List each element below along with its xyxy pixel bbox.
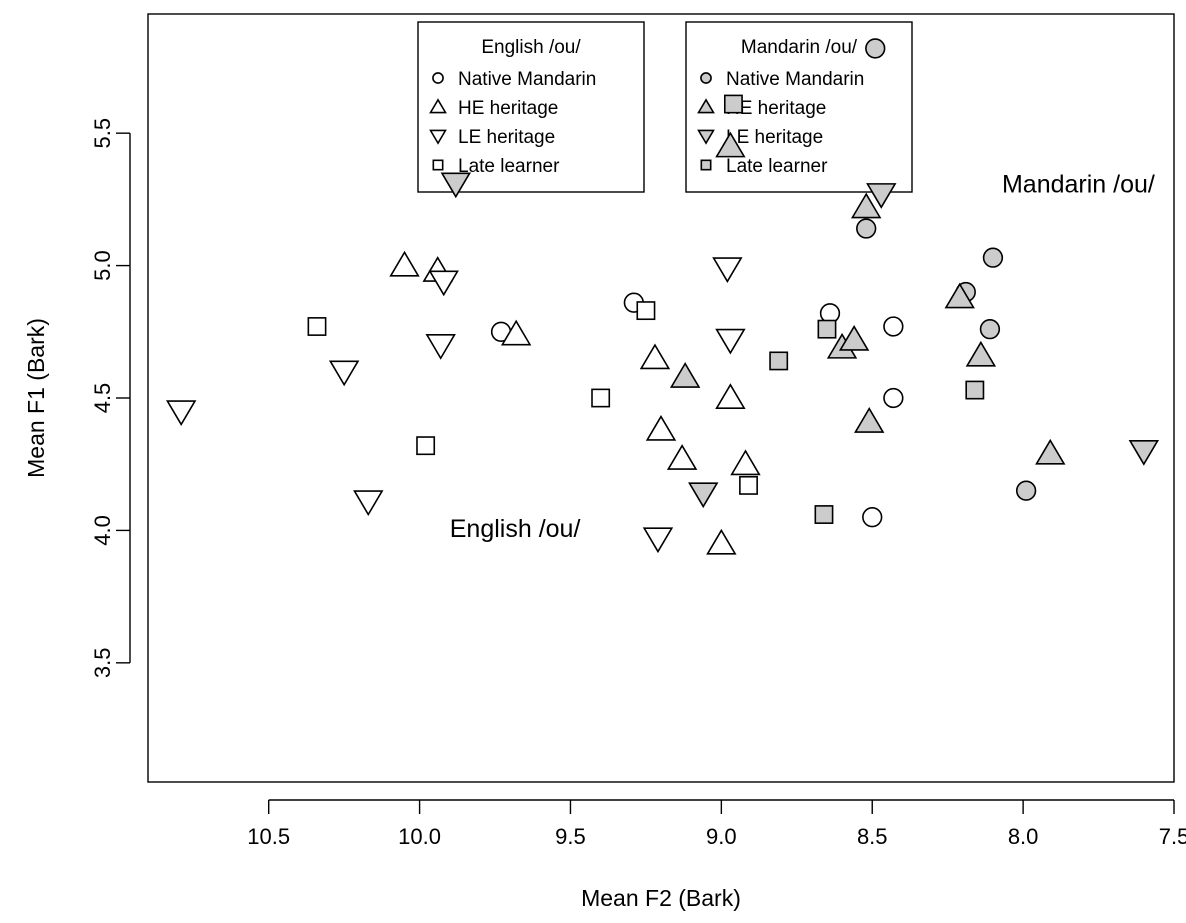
- data-point-triangle-up: [715, 383, 746, 410]
- legend-marker-square: [700, 159, 712, 171]
- data-point-circle: [979, 318, 1001, 340]
- data-point-circle: [982, 247, 1004, 268]
- series-group: [165, 257, 746, 554]
- data-point-triangle-down: [642, 527, 674, 554]
- data-point-triangle-down: [328, 360, 360, 387]
- data-point-circle: [1015, 480, 1037, 501]
- data-point-square: [307, 317, 327, 336]
- y-tick-label: 4.5: [90, 383, 115, 414]
- data-point-triangle-up: [1035, 438, 1066, 465]
- annotation-label: Mandarin /ou/: [1002, 171, 1155, 199]
- data-point-triangle-up: [730, 449, 761, 476]
- data-point-square: [817, 319, 837, 339]
- legend-box: [685, 21, 913, 193]
- data-point-triangle-down: [688, 482, 719, 509]
- legend-marker-square: [432, 159, 444, 171]
- legend-marker-triangle-up: [697, 98, 715, 114]
- data-point-square: [636, 301, 656, 321]
- legend-label: Native Mandarin: [726, 69, 864, 90]
- series-group: [490, 292, 904, 528]
- data-point-triangle-down: [440, 172, 472, 199]
- legend-box: [417, 21, 645, 193]
- series-group: [440, 172, 1160, 509]
- series-group: [669, 131, 1066, 465]
- data-point-triangle-up: [715, 131, 746, 158]
- data-point-triangle-down: [1128, 439, 1160, 466]
- legend-title: Mandarin /ou/: [741, 37, 858, 58]
- data-point-triangle-up: [645, 415, 677, 441]
- data-point-circle: [865, 38, 886, 59]
- x-tick-label: 10.5: [247, 824, 290, 849]
- legend-marker-triangle-up: [429, 98, 447, 114]
- data-point-triangle-down: [712, 257, 743, 284]
- data-point-triangle-down: [425, 334, 456, 360]
- data-point-triangle-down: [165, 400, 197, 427]
- data-point-triangle-up: [965, 340, 997, 367]
- legend-label: HE heritage: [726, 98, 826, 119]
- data-point-triangle-up: [838, 324, 870, 351]
- data-point-triangle-up: [500, 319, 532, 346]
- data-point-triangle-up: [944, 282, 975, 309]
- legend-marker-triangle-down: [697, 129, 715, 145]
- data-point-triangle-up: [666, 444, 698, 470]
- y-tick-label: 5.0: [90, 250, 115, 281]
- data-point-square: [739, 475, 758, 495]
- data-point-circle: [883, 316, 904, 337]
- data-point-triangle-up: [669, 362, 701, 388]
- legend-1: English /ou/Native Mandarin HE heritage LE…: [417, 21, 645, 193]
- data-point-square: [965, 380, 985, 400]
- y-axis-title: Mean F1 (Bark): [23, 318, 49, 478]
- x-tick-label: 8.5: [857, 824, 888, 849]
- data-point-triangle-up: [389, 250, 420, 277]
- x-tick-label: 10.0: [398, 824, 441, 849]
- legend-label: LE heritage: [458, 127, 555, 148]
- y-tick-label: 3.5: [90, 648, 115, 679]
- data-point-square: [416, 436, 436, 456]
- data-point-triangle-down: [866, 183, 897, 209]
- x-tick-label: 8.0: [1008, 824, 1039, 849]
- x-tick-label: 9.5: [555, 824, 586, 849]
- data-point-square: [769, 351, 789, 371]
- data-point-circle: [862, 507, 883, 528]
- legend-label: Late learner: [726, 156, 828, 177]
- series-group: [307, 301, 758, 495]
- data-point-square: [591, 388, 611, 408]
- plot-frame: [147, 13, 1175, 783]
- legend-marker-circle: [432, 72, 444, 84]
- legend-title: English /ou/: [481, 37, 581, 58]
- x-tick-label: 9.0: [706, 824, 737, 849]
- data-point-triangle-up: [850, 192, 882, 219]
- data-point-triangle-up: [639, 343, 671, 370]
- series-group: [856, 38, 1037, 501]
- axes: 10.5 10.0 9.5 9.0 8.5 8.0 7.5 3.5 4.0 4.5 5.0 5.5: [90, 118, 1186, 849]
- y-tick-label: 5.5: [90, 118, 115, 149]
- data-point-triangle-down: [353, 490, 384, 517]
- legend-label: HE heritage: [458, 98, 558, 119]
- data-point-circle: [883, 387, 904, 409]
- legend-marker-triangle-down: [429, 129, 447, 145]
- annotation-label: English /ou/: [450, 515, 581, 543]
- series-group: [389, 250, 761, 555]
- y-tick-label: 4.0: [90, 515, 115, 546]
- data-point-square: [814, 505, 834, 524]
- data-point-triangle-down: [715, 328, 746, 355]
- legends: English /ou/Native Mandarin HE heritage LE…: [417, 21, 913, 193]
- data-points: [165, 38, 1160, 555]
- data-point-triangle-up: [854, 407, 885, 433]
- data-point-triangle-up: [706, 528, 737, 555]
- annotations: English /ou/Mandarin /ou/: [450, 171, 1155, 543]
- legend-label: Late learner: [458, 156, 560, 177]
- x-tick-label: 7.5: [1159, 824, 1186, 849]
- legend-2: Mandarin /ou/Native Mandarin HE heritage L…: [685, 21, 913, 193]
- data-point-square: [723, 94, 743, 114]
- x-axis-title: Mean F2 (Bark): [581, 885, 741, 911]
- data-point-circle: [856, 218, 877, 239]
- data-point-triangle-down: [428, 270, 459, 297]
- series-group: [723, 94, 985, 524]
- legend-label: Native Mandarin: [458, 69, 596, 90]
- legend-label: LE heritage: [726, 127, 823, 148]
- legend-marker-circle: [700, 72, 712, 84]
